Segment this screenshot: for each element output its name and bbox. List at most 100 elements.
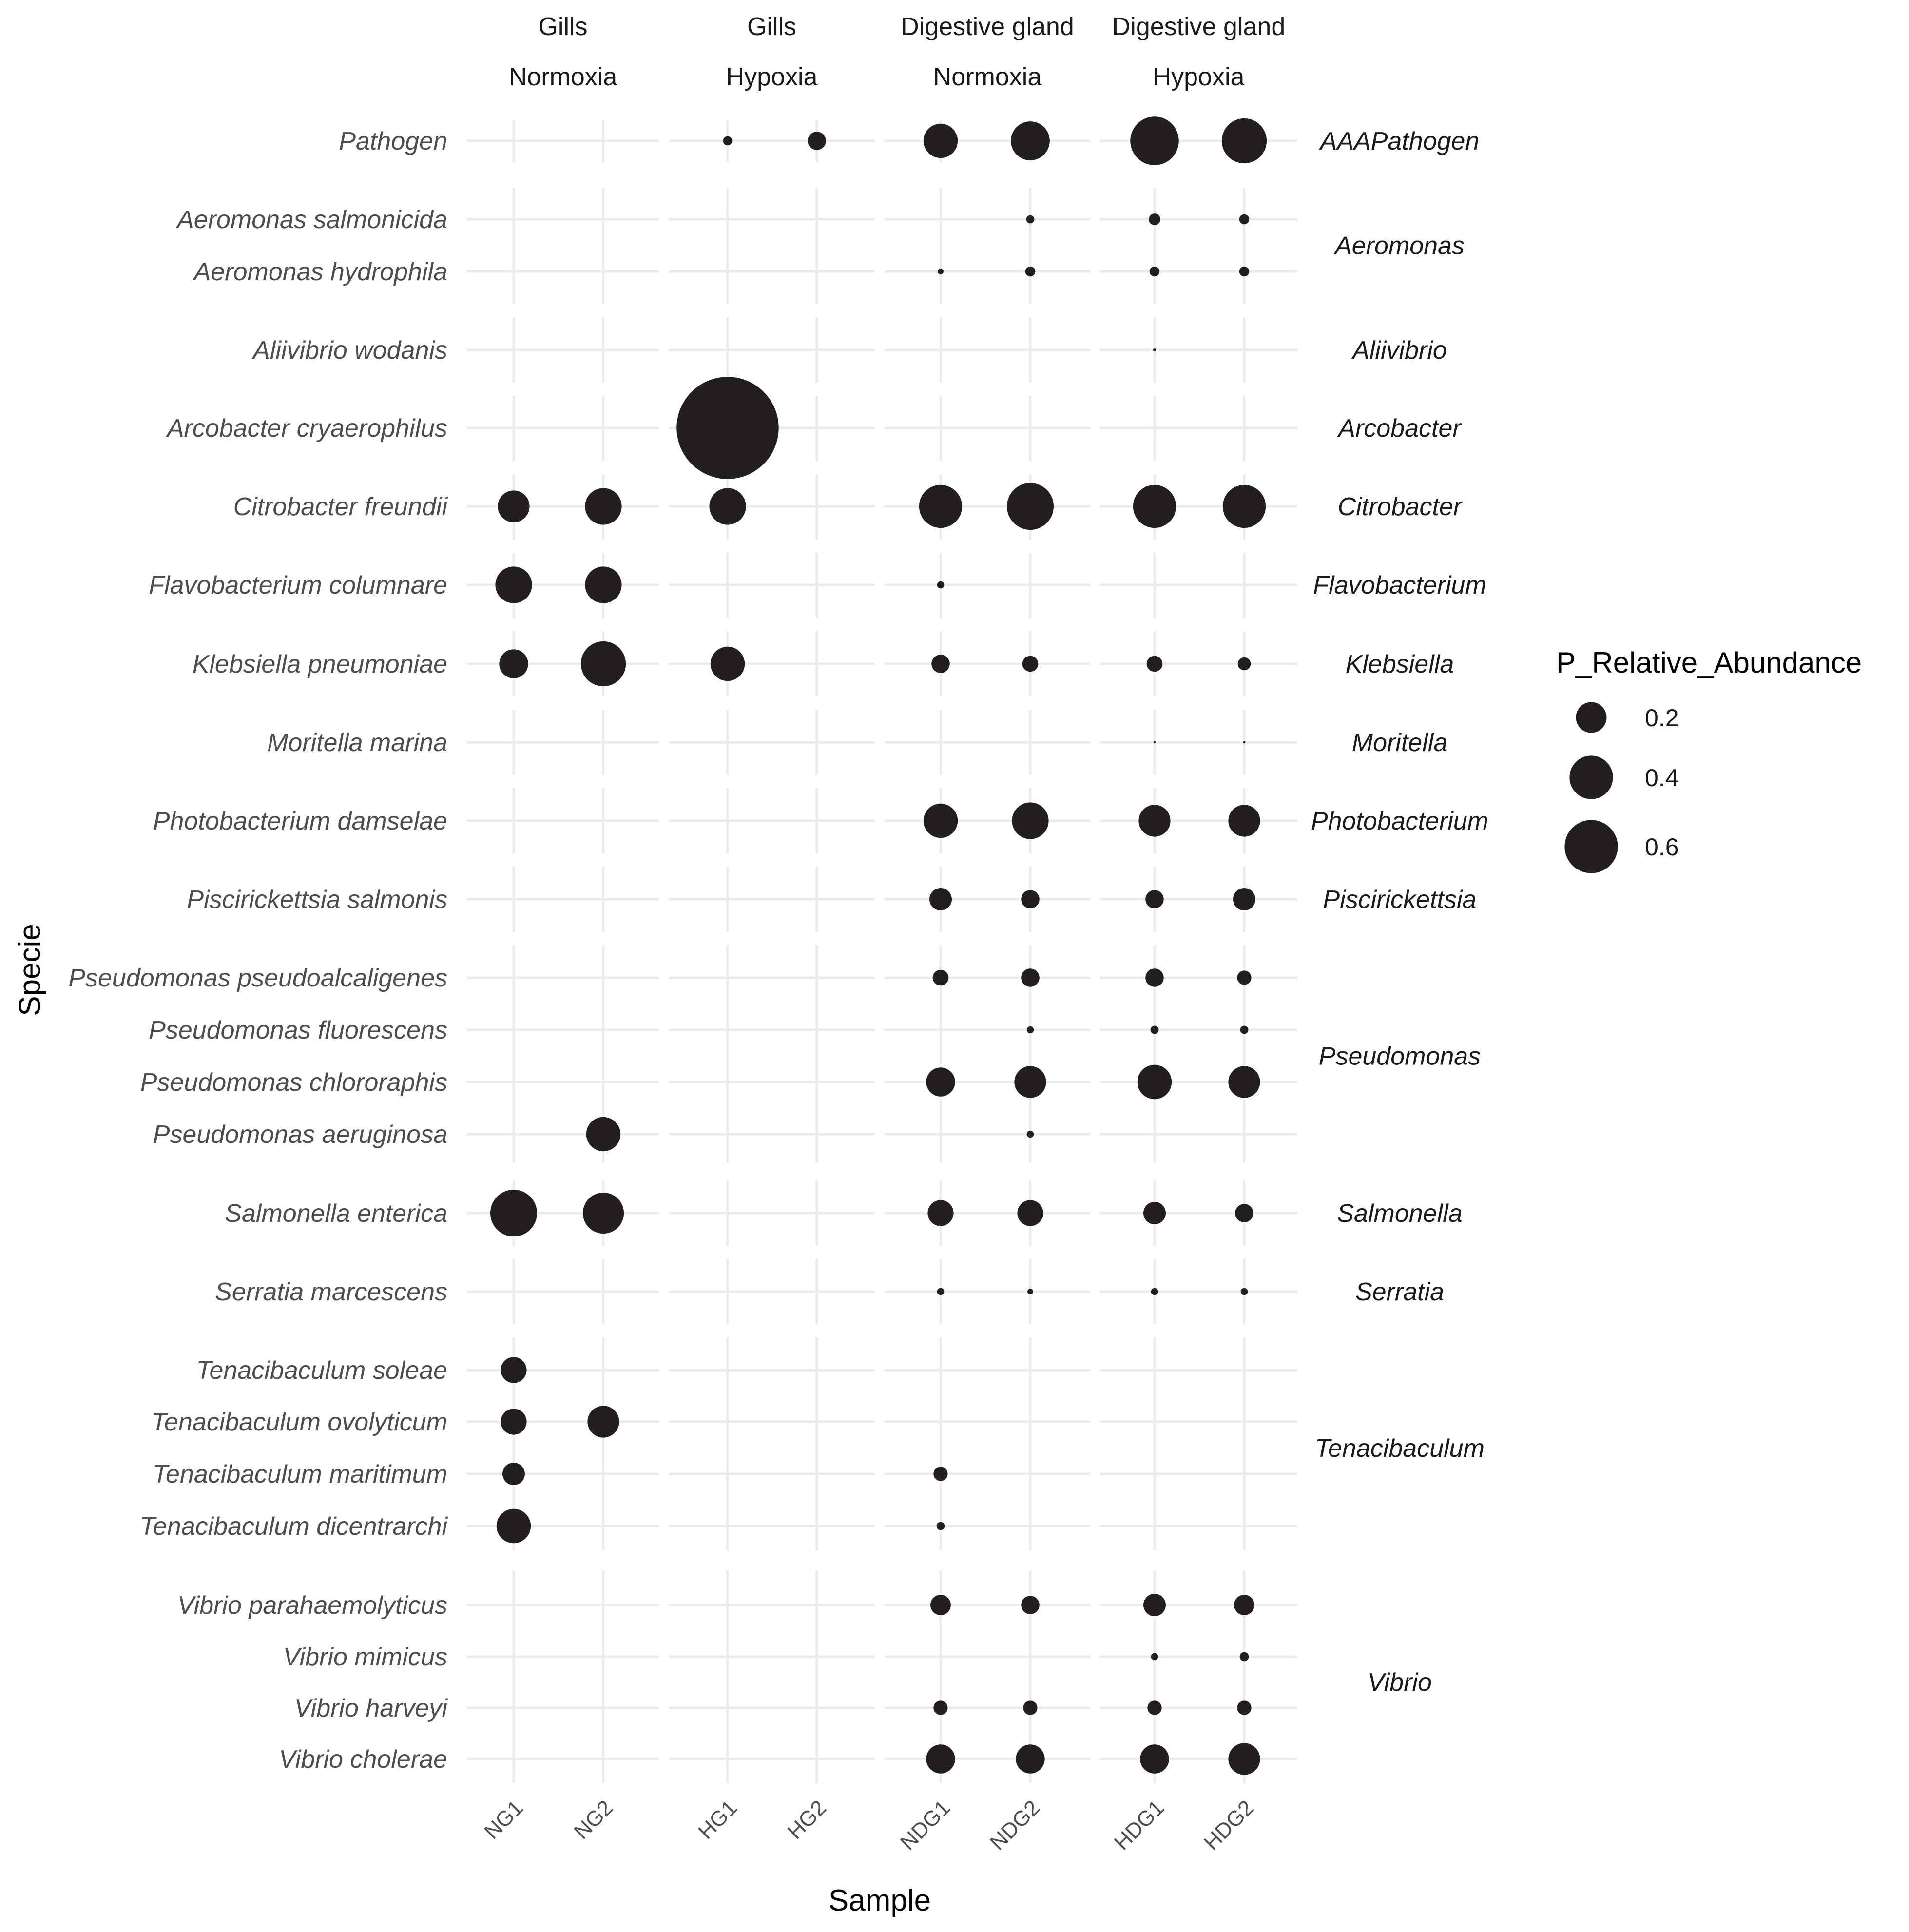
point-pseudomonas-chlororaphis-hdg1 — [1137, 1064, 1172, 1100]
point-klebsiella-pneumoniae-hdg2 — [1237, 657, 1251, 671]
species-label-tenacibaculum-dicentrarchi: Tenacibaculum dicentrarchi — [140, 1512, 448, 1541]
genus-label-pseudomonas: Pseudomonas — [1319, 1043, 1481, 1071]
strip-label-condition: Hypoxia — [1153, 63, 1245, 91]
genus-label-moritella: Moritella — [1352, 729, 1448, 757]
strip-label-condition: Hypoxia — [726, 63, 818, 91]
point-vibrio-cholerae-ndg2 — [1016, 1744, 1045, 1774]
point-pseudomonas-fluorescens-ndg2 — [1026, 1026, 1034, 1034]
x-tick-label-hdg1: HDG1 — [1110, 1796, 1169, 1855]
point-aeromonas-salmonicida-ndg2 — [1026, 215, 1035, 224]
point-tenacibaculum-soleae-ng1 — [501, 1357, 527, 1383]
point-vibrio-harveyi-hdg2 — [1237, 1700, 1252, 1715]
point-aliivibrio-wodanis-hdg1 — [1153, 348, 1156, 351]
strip-label-tissue: Gills — [747, 13, 796, 41]
genus-label-aeromonas: Aeromonas — [1333, 232, 1465, 260]
point-flavobacterium-columnare-ndg1 — [937, 581, 945, 589]
species-label-vibrio-mimicus: Vibrio mimicus — [283, 1643, 447, 1671]
point-tenacibaculum-dicentrarchi-ndg1 — [936, 1522, 945, 1530]
point-aeromonas-hydrophila-hdg2 — [1239, 266, 1250, 277]
size-legend: P_Relative_Abundance 0.2 0.4 0.6 — [1556, 646, 1862, 873]
species-label-moritella-marina: Moritella marina — [267, 729, 447, 757]
strip-label-tissue: Digestive gland — [901, 13, 1074, 41]
point-salmonella-enterica-ndg1 — [927, 1200, 954, 1226]
point-salmonella-enterica-ndg2 — [1017, 1200, 1043, 1226]
genus-label-arcobacter: Arcobacter — [1337, 414, 1462, 443]
point-vibrio-harveyi-hdg1 — [1147, 1700, 1162, 1715]
point-piscirickettsia-salmonis-ndg2 — [1021, 890, 1040, 908]
point-citrobacter-freundii-ng2 — [585, 488, 622, 525]
point-pseudomonas-aeruginosa-ndg2 — [1026, 1130, 1034, 1138]
point-citrobacter-freundii-hdg2 — [1222, 484, 1266, 528]
species-label-tenacibaculum-soleae: Tenacibaculum soleae — [196, 1356, 447, 1385]
point-vibrio-harveyi-ndg2 — [1023, 1700, 1038, 1715]
genus-label-flavobacterium: Flavobacterium — [1313, 571, 1486, 599]
species-label-aeromonas-salmonicida: Aeromonas salmonicida — [175, 206, 447, 234]
point-serratia-marcescens-hdg1 — [1151, 1288, 1158, 1295]
grid-layer — [467, 120, 1297, 1783]
point-tenacibaculum-maritimum-ng1 — [502, 1463, 525, 1485]
legend-point-0 — [1576, 702, 1607, 733]
x-tick-label-ndg1: NDG1 — [896, 1796, 955, 1855]
point-pseudomonas-fluorescens-hdg1 — [1150, 1025, 1159, 1034]
point-salmonella-enterica-hdg2 — [1235, 1204, 1253, 1222]
point-arcobacter-cryaerophilus-hg1 — [676, 377, 779, 479]
point-tenacibaculum-ovolyticum-ng2 — [587, 1406, 619, 1438]
x-tick-label-ng1: NG1 — [480, 1796, 528, 1844]
point-pathogen-hg1 — [723, 136, 733, 146]
species-label-serratia-marcescens: Serratia marcescens — [215, 1278, 447, 1306]
point-vibrio-parahaemolyticus-hdg2 — [1234, 1595, 1254, 1615]
legend-title: P_Relative_Abundance — [1556, 646, 1862, 679]
species-label-tenacibaculum-maritimum: Tenacibaculum maritimum — [153, 1460, 447, 1488]
x-tick-label-hg1: HG1 — [694, 1796, 742, 1844]
point-vibrio-parahaemolyticus-ndg2 — [1021, 1596, 1040, 1614]
point-pseudomonas-pseudoalcaligenes-ndg2 — [1021, 968, 1040, 987]
point-citrobacter-freundii-hg1 — [709, 488, 746, 525]
point-citrobacter-freundii-ng1 — [498, 490, 530, 522]
x-tick-label-ng2: NG2 — [569, 1796, 617, 1844]
point-serratia-marcescens-ndg1 — [937, 1288, 945, 1295]
species-label-salmonella-enterica: Salmonella enterica — [225, 1199, 447, 1228]
point-aeromonas-salmonicida-hdg1 — [1149, 213, 1160, 225]
point-tenacibaculum-ovolyticum-ng1 — [501, 1409, 527, 1435]
strip-label-condition: Normoxia — [933, 63, 1042, 91]
point-vibrio-harveyi-ndg1 — [933, 1700, 948, 1715]
point-vibrio-parahaemolyticus-ndg1 — [930, 1595, 951, 1615]
species-label-arcobacter-cryaerophilus: Arcobacter cryaerophilus — [166, 414, 447, 443]
sample-tick-labels: NG1 NG2 HG1 HG2 NDG1 NDG2 HDG1 HDG2 — [480, 1796, 1258, 1855]
point-piscirickettsia-salmonis-hdg1 — [1145, 890, 1164, 908]
column-strip-labels: Gills Normoxia Gills Hypoxia Digestive gland… — [509, 13, 1286, 91]
point-vibrio-cholerae-ndg1 — [926, 1744, 955, 1774]
point-vibrio-cholerae-hdg1 — [1140, 1744, 1169, 1774]
point-citrobacter-freundii-ndg2 — [1007, 483, 1054, 530]
species-label-citrobacter-freundii: Citrobacter freundii — [233, 493, 448, 521]
point-pathogen-hdg2 — [1221, 118, 1267, 164]
legend-point-1 — [1569, 755, 1613, 799]
point-tenacibaculum-dicentrarchi-ng1 — [496, 1508, 531, 1544]
legend-label-2: 0.6 — [1645, 833, 1679, 861]
legend-label-0: 0.2 — [1645, 704, 1679, 732]
point-aeromonas-hydrophila-ndg2 — [1025, 266, 1036, 277]
point-moritella-marina-hdg1 — [1153, 741, 1156, 744]
point-piscirickettsia-salmonis-ndg1 — [929, 888, 952, 910]
species-label-pseudomonas-chlororaphis: Pseudomonas chlororaphis — [140, 1068, 447, 1097]
species-label-aeromonas-hydrophila: Aeromonas hydrophila — [193, 258, 447, 286]
point-citrobacter-freundii-ndg1 — [919, 484, 963, 528]
point-aeromonas-salmonicida-hdg2 — [1239, 214, 1250, 225]
point-pathogen-ndg2 — [1011, 121, 1050, 160]
legend-point-2 — [1564, 820, 1618, 873]
point-salmonella-enterica-hdg1 — [1143, 1202, 1166, 1224]
x-tick-label-ndg2: NDG2 — [985, 1796, 1044, 1855]
point-citrobacter-freundii-hdg1 — [1133, 484, 1176, 528]
point-pseudomonas-fluorescens-hdg2 — [1240, 1025, 1249, 1034]
genus-label-aliivibrio: Aliivibrio — [1351, 336, 1447, 365]
species-label-pseudomonas-fluorescens: Pseudomonas fluorescens — [149, 1016, 447, 1044]
point-aeromonas-hydrophila-ndg1 — [938, 269, 944, 274]
strip-label-tissue: Digestive gland — [1112, 13, 1286, 41]
point-klebsiella-pneumoniae-ndg2 — [1022, 656, 1039, 672]
point-pseudomonas-aeruginosa-ng2 — [586, 1117, 621, 1152]
genus-labels: AAAPathogen Aeromonas Aliivibrio Arcobacter… — [1311, 127, 1488, 1697]
species-label-pathogen: Pathogen — [339, 127, 447, 155]
genus-label-aaapathogen: AAAPathogen — [1319, 127, 1480, 155]
point-salmonella-enterica-ng2 — [582, 1192, 624, 1234]
point-klebsiella-pneumoniae-ng2 — [580, 641, 626, 687]
